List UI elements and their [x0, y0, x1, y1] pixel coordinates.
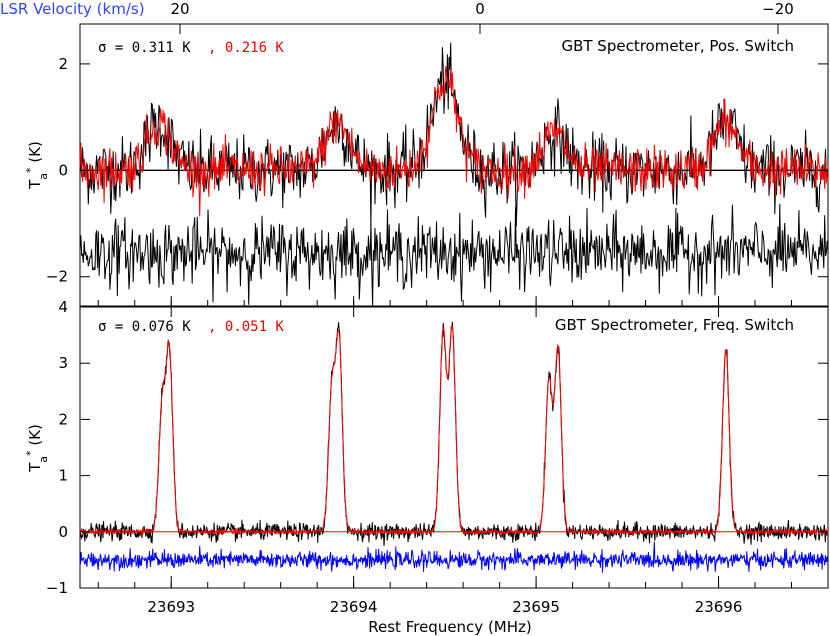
y-tick-label: 3 [58, 354, 68, 372]
top-sigma-label-red: , 0.216 K [208, 40, 284, 56]
y-tick-label: 4 [58, 298, 68, 316]
x-tick-label: 23693 [147, 598, 195, 616]
top-axis-tick-label: 0 [475, 0, 485, 18]
top-spectrum-red [79, 66, 829, 217]
top-residual-black [79, 203, 829, 307]
y-tick-label: 2 [58, 55, 68, 73]
bottom-data [79, 321, 829, 573]
top-sigma-label: σ = 0.311 K [98, 40, 191, 56]
top-axis-tick-label: −20 [762, 0, 794, 18]
x-tick-label: 23695 [512, 598, 560, 616]
y-tick-label: 0 [58, 161, 68, 179]
y-tick-label: 1 [58, 467, 68, 485]
x-tick-label: 23696 [695, 598, 743, 616]
y-tick-label: 0 [58, 523, 68, 541]
top-axis-ticks: 20 0 −20 [170, 0, 794, 34]
bottom-panel-title: GBT Spectrometer, Freq. Switch [555, 316, 794, 334]
x-axis-label: Rest Frequency (MHz) [368, 618, 532, 636]
x-tick-label: 23694 [330, 598, 378, 616]
bottom-sigma-label: σ = 0.076 K [98, 319, 191, 335]
top-y-label: Ta* (K) [24, 141, 50, 190]
top-axis-tick-label: 20 [170, 0, 189, 18]
top-axis-label: LSR Velocity (km/s) [0, 0, 145, 18]
y-tick-label: −1 [46, 579, 68, 597]
panel-frequency-switch: −1 0 1 2 3 4 σ = 0.076 K , 0.051 K GBT Spectr… [24, 298, 829, 597]
bottom-y-ticks: −1 0 1 2 3 4 [46, 298, 828, 597]
top-data [79, 42, 829, 307]
panel-position-switch: −2 0 2 σ = 0.311 K , 0.216 K GBT Spectrome… [24, 23, 829, 307]
bottom-model-red [79, 325, 829, 537]
top-panel-title: GBT Spectrometer, Pos. Switch [561, 37, 794, 55]
bottom-sigma-label-red: , 0.051 K [208, 319, 284, 335]
panel-bottom-frame [79, 306, 829, 589]
y-tick-label: −2 [46, 268, 68, 286]
bottom-y-label: Ta* (K) [24, 424, 50, 473]
top-y-ticks: −2 0 2 [46, 55, 828, 286]
y-tick-label: 2 [58, 410, 68, 428]
x-axis-ticks: 23693 23694 23695 23696 [97, 296, 793, 616]
bottom-residual-blue [79, 541, 829, 573]
